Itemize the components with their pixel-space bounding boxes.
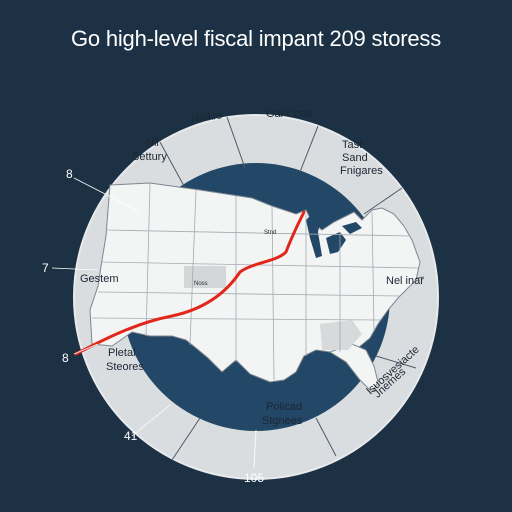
outer-label-8-top: 8 (66, 167, 73, 181)
segment-label-nil: Nil (146, 137, 159, 149)
state-borders (91, 183, 419, 381)
state-label-noss: Noss (194, 281, 208, 287)
segment-label-gestem: Gestem (80, 273, 119, 285)
leader-lines (51, 177, 257, 469)
segment-label-gal-coae: Gal Coae (266, 108, 312, 120)
segment-label-stgnees: Stgnees (262, 415, 303, 427)
highlight-region (184, 266, 226, 288)
segment-label-pletal: Pletal (108, 347, 136, 359)
segment-label-sand: Sand (342, 152, 368, 164)
segment-label-settury: Settury (132, 151, 167, 163)
outer-label-7: 7 (42, 261, 49, 275)
segment-label-tast: Tast (342, 139, 362, 151)
southeast-highlight (320, 320, 362, 350)
outer-label-105: 105 (244, 471, 264, 485)
segment-label-nel-inar: Nel inar (386, 275, 424, 287)
route-line (74, 210, 306, 356)
page-title: Go high-level fiscal impant 209 storess (70, 26, 442, 51)
state-label-stnd: Stnd (264, 230, 276, 236)
segment-label-fnigares: Fnigares (340, 165, 383, 177)
outer-label-41: 41 (124, 429, 138, 443)
segment-label-ninkrs: Ninkrs (190, 109, 223, 125)
outer-label-8-bottom: 8 (62, 351, 69, 365)
segment-label-policad: Policad (266, 401, 302, 413)
florida-shape (328, 343, 379, 393)
segment-label-steores: Steores (106, 361, 144, 373)
